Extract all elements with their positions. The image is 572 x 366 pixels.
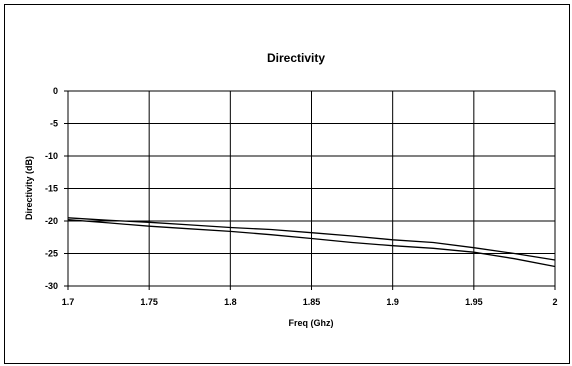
x-tick-label: 1.8 [224, 297, 237, 307]
y-axis-label: Directivity (dB) [24, 156, 34, 220]
y-tick-label: -25 [45, 249, 58, 259]
x-tick-label: 1.7 [62, 297, 75, 307]
series-line-1 [67, 217, 556, 261]
x-tick-label: 2 [552, 297, 557, 307]
x-tick-label: 1.9 [386, 297, 399, 307]
y-tick-label: -30 [45, 281, 58, 291]
y-tick-label: -20 [45, 216, 58, 226]
y-tick-label: -10 [45, 151, 58, 161]
directivity-chart: Directivity 1.7 1.75 1.8 1.85 1.9 1.95 2 0 -5 -1… [24, 51, 558, 328]
y-tick-label: -15 [45, 184, 58, 194]
y-tick-label: -5 [50, 119, 58, 129]
x-tick-label: 1.75 [140, 297, 158, 307]
series-layer [67, 217, 556, 268]
series-line-2 [67, 219, 556, 268]
chart-frame: Directivity 1.7 1.75 1.8 1.85 1.9 1.95 2 0 -5 -1… [4, 4, 570, 364]
y-axis-ticks: 0 -5 -10 -15 -20 -25 -30 [45, 86, 68, 291]
x-axis-label: Freq (Ghz) [289, 318, 334, 328]
chart-title: Directivity [267, 51, 325, 65]
x-axis-ticks: 1.7 1.75 1.8 1.85 1.9 1.95 2 [62, 286, 558, 307]
x-tick-label: 1.95 [465, 297, 483, 307]
x-tick-label: 1.85 [303, 297, 321, 307]
y-tick-label: 0 [53, 86, 58, 96]
